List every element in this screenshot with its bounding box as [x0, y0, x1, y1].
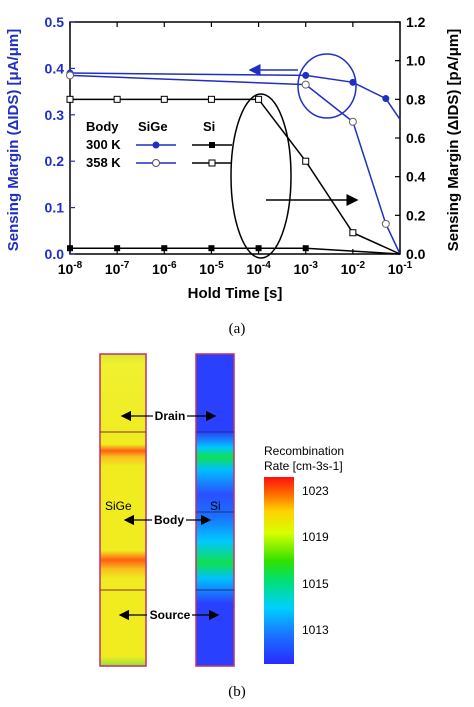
caption-a: (a): [229, 321, 246, 337]
y-left-tick-label: 0.5: [45, 14, 65, 30]
sige-highlight-ellipse: [297, 53, 357, 119]
x-tick-labels: 10-8 10-7 10-6 10-5 10-4 10-3 10-2 10-1: [58, 260, 413, 277]
series-1-point: [381, 219, 390, 228]
y-right-tick-label: 0.6: [406, 130, 426, 146]
series-line-3: [70, 98, 401, 255]
y-left-tick-label: 0.0: [45, 246, 65, 262]
sige-label: SiGe: [105, 499, 132, 513]
series-3-point: [302, 157, 310, 165]
legend-header-sige: SiGe: [138, 119, 168, 134]
x-tick-label: 10-7: [105, 260, 130, 277]
series-2-point: [302, 245, 309, 252]
region-body: Body: [123, 513, 212, 527]
y-left-axis-label: Sensing Margin (ΔIDS) [μA/μm]: [5, 29, 22, 251]
colorbar-tick-1013: 1013: [302, 623, 329, 637]
legend-header-si: Si: [203, 119, 215, 134]
region-drain: Drain: [120, 409, 217, 423]
series-3-point: [255, 95, 263, 103]
y-left-tick-label: 0.4: [45, 60, 65, 76]
series-3-point: [207, 95, 215, 103]
colorbar: Recombination Rate [cm-3s-1] 1023 1019 1…: [264, 444, 344, 664]
legend-sige-358k-marker: [152, 159, 160, 167]
legend-si-358k-marker: [208, 159, 216, 167]
series-1-point: [348, 117, 357, 126]
series-2-point: [161, 245, 168, 252]
series-3-point: [349, 229, 357, 237]
y-right-tick-label: 1.0: [406, 53, 426, 69]
x-tick-label: 10-2: [341, 260, 366, 277]
legend-sige-300k-marker: [152, 141, 160, 149]
x-axis-label: Hold Time [s]: [188, 285, 283, 302]
series-1-point: [301, 80, 310, 89]
x-tick-label: 10-1: [388, 260, 413, 277]
si-label: Si: [210, 499, 221, 513]
series-3-point: [113, 95, 121, 103]
sige-device: SiGe: [99, 353, 147, 667]
colorbar-title-1: Recombination: [264, 444, 344, 458]
x-tick-label: 10-4: [246, 260, 271, 277]
series-1-point: [66, 71, 74, 80]
legend-si-300k-marker: [209, 142, 215, 148]
series-3-point: [160, 95, 168, 103]
y-left-tick-label: 0.3: [45, 107, 65, 123]
recombination-map: SiGe Si Drain Body Source Recombi: [99, 353, 344, 667]
drain-label: Drain: [155, 409, 186, 423]
x-tick-label: 10-8: [58, 260, 83, 277]
series-0-point: [349, 78, 357, 86]
y-right-tick-labels: 0.0 0.2 0.4 0.6 0.8 1.0 1.2: [406, 14, 426, 262]
si-highlight-ellipse: [230, 93, 292, 259]
series-2-point: [67, 245, 73, 252]
caption-b: (b): [228, 684, 246, 700]
series-3-point: [66, 95, 74, 103]
colorbar-title-2: Rate [cm-3s-1]: [264, 459, 343, 473]
series-2-point: [255, 245, 262, 252]
y-right-tick-label: 1.2: [406, 14, 426, 30]
colorbar-tick-1019: 1019: [302, 530, 329, 544]
y-right-tick-label: 0.2: [406, 207, 426, 223]
colorbar-tick-1015: 1015: [302, 577, 329, 591]
y-right-tick-label: 0.0: [406, 246, 426, 262]
hold-time-chart: 10-8 10-7 10-6 10-5 10-4 10-3 10-2 10-1 0.00.10…: [5, 14, 462, 302]
x-tick-label: 10-3: [293, 260, 318, 277]
y-left-tick-label: 0.2: [45, 153, 65, 169]
series-0-point: [382, 95, 390, 103]
y-right-axis-label: Sensing Margin (ΔIDS) [pA/μm]: [445, 29, 462, 251]
legend-row-358k: 358 K: [86, 155, 121, 170]
legend-row-300k: 300 K: [86, 137, 121, 152]
x-tick-label: 10-6: [152, 260, 177, 277]
legend-header-body: Body: [86, 119, 119, 134]
legend: Body SiGe Si 300 K 358 K: [86, 119, 232, 170]
x-tick-label: 10-5: [199, 260, 224, 277]
series-2-point: [114, 245, 121, 252]
region-source: Source: [118, 608, 220, 622]
body-label: Body: [154, 513, 184, 527]
y-right-tick-label: 0.4: [406, 169, 426, 185]
series-layer: [66, 69, 401, 255]
source-label: Source: [150, 608, 191, 622]
si-device: Si: [195, 353, 235, 667]
y-left-tick-label: 0.1: [45, 200, 65, 216]
series-0-point: [302, 71, 310, 79]
y-left-tick-labels: 0.0 0.1 0.2 0.3 0.4 0.5: [45, 14, 65, 262]
y-right-tick-label: 0.8: [406, 91, 426, 107]
colorbar-tick-1023: 1023: [302, 484, 329, 498]
series-2-point: [208, 245, 215, 252]
